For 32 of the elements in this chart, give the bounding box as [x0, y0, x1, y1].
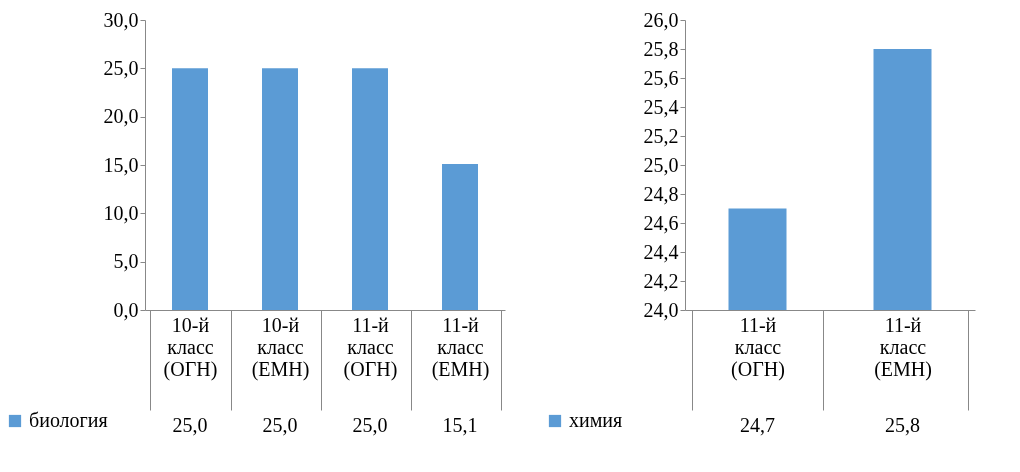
x-tick-label: 11-й класс (ОГН) [343, 313, 398, 381]
y-tick-label: 24,6 [643, 211, 679, 234]
data-label: 25,0 [172, 414, 208, 436]
y-tick-label: 15,0 [103, 153, 139, 176]
y-tick-label: 24,2 [643, 269, 679, 292]
y-tick-label: 5,0 [113, 250, 139, 273]
data-label: 25,0 [262, 414, 298, 436]
y-tick-label: 0,0 [113, 298, 139, 321]
y-tick-label: 25,4 [643, 95, 679, 118]
y-tick-label: 25,0 [643, 153, 679, 176]
y-tick-label: 10,0 [103, 201, 139, 224]
y-tick-label: 25,2 [643, 124, 679, 147]
data-label: 24,7 [740, 414, 775, 436]
y-tick-label: 30,0 [103, 8, 139, 31]
x-tick-label: 10-й класс (ОГН) [163, 313, 218, 381]
y-tick-label: 20,0 [103, 105, 139, 128]
y-tick-label: 24,0 [643, 298, 679, 321]
x-tick-label: 11-й класс (ЕМН) [874, 313, 932, 381]
data-label: 25,0 [352, 414, 388, 436]
y-tick-label: 24,8 [643, 182, 679, 205]
legend-label: биология [29, 409, 108, 431]
y-tick-label: 25,0 [103, 56, 139, 79]
data-label: 25,8 [885, 414, 920, 436]
x-tick-label: 11-й класс (ЕМН) [431, 313, 490, 381]
y-tick-label: 26,0 [643, 8, 679, 31]
x-tick-label: 11-й класс (ОГН) [731, 313, 785, 381]
legend-label: химия [569, 409, 623, 431]
data-label: 15,1 [442, 414, 478, 436]
y-tick-label: 25,6 [643, 66, 679, 89]
y-tick-label: 25,8 [643, 37, 679, 60]
x-tick-label: 10-й класс (ЕМН) [251, 313, 310, 381]
y-tick-label: 24,4 [643, 240, 679, 263]
